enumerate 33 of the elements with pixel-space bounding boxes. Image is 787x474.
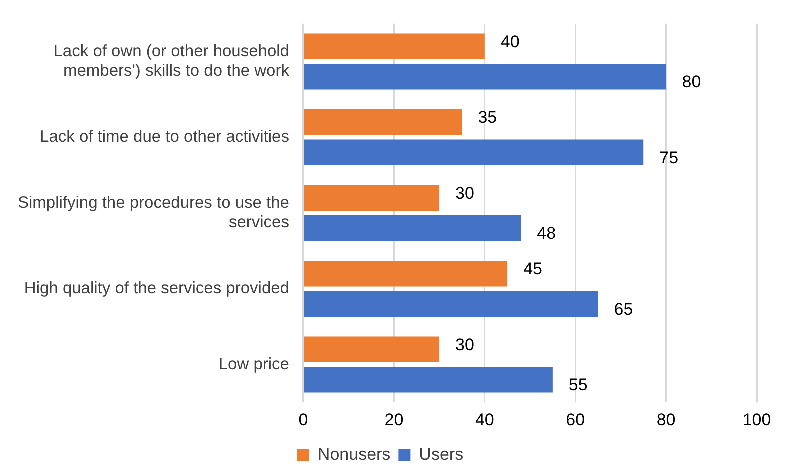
bar: [304, 216, 522, 242]
bar: [304, 34, 485, 60]
data-label: 40: [500, 32, 520, 52]
bar: [304, 140, 644, 166]
x-tick-label: 20: [384, 410, 404, 430]
data-label: 45: [524, 260, 542, 279]
x-tick-label: 80: [656, 410, 676, 430]
bar: [304, 109, 462, 136]
x-tick-label: 60: [566, 410, 586, 430]
data-label: 80: [682, 72, 702, 92]
data-label: 30: [456, 184, 474, 203]
data-label: 35: [478, 108, 498, 128]
data-label: 30: [456, 335, 474, 354]
data-label: 75: [660, 148, 679, 168]
bar: [304, 185, 440, 211]
legend-label: Nonusers: [318, 445, 391, 464]
y-tick-label: Lack of time due to other activities: [40, 128, 290, 146]
data-label: 55: [568, 376, 588, 395]
x-tick-label: 100: [742, 410, 772, 430]
x-tick-label: 0: [298, 410, 308, 430]
bar: [304, 64, 666, 90]
bar: [304, 336, 440, 362]
x-tick-label: 40: [475, 410, 494, 430]
bar: [304, 260, 508, 287]
data-label: 48: [537, 224, 556, 244]
bar: [304, 291, 598, 318]
y-tick-label: High quality of the services provided: [24, 280, 290, 298]
y-tick-label: Low price: [218, 355, 290, 374]
legend-label: Users: [419, 445, 464, 464]
y-tick-label: Simplifying the procedures to use the services: [18, 194, 290, 232]
bar: [304, 367, 553, 393]
y-tick-label: Lack of own (or other household members') skills to do the work: [54, 42, 290, 80]
data-label: 65: [614, 300, 634, 319]
